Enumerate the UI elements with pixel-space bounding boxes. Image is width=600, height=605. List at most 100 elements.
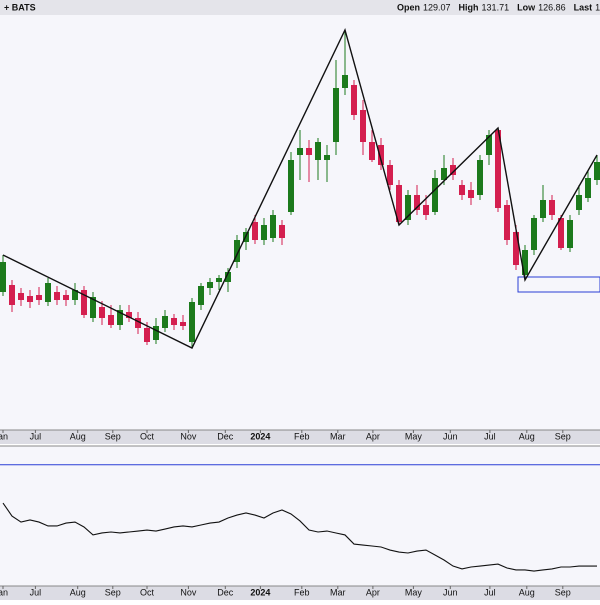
candle-body [54, 292, 60, 300]
candle-body [441, 168, 447, 180]
quote-label: Low [517, 2, 536, 12]
candle-body [297, 148, 303, 155]
candle-body [36, 295, 42, 300]
x-tick-label: Aug [519, 587, 535, 597]
candle-body [90, 297, 96, 318]
candle-body [468, 190, 474, 198]
candle-body [108, 315, 114, 325]
candle-body [45, 283, 51, 302]
x-tick-label: Oct [140, 431, 155, 441]
x-tick-label: Sep [555, 431, 571, 441]
candle-body [522, 250, 528, 275]
candle-body [63, 295, 69, 300]
x-tick-label: an [0, 587, 8, 597]
candle-body [360, 110, 366, 142]
candle-body [486, 135, 492, 155]
candle-body [324, 155, 330, 160]
quote-value: 131.71 [482, 2, 510, 12]
indicator-line [2, 502, 597, 572]
candle-body [9, 285, 15, 305]
x-tick-label: Dec [217, 431, 234, 441]
candle-body [225, 272, 231, 282]
candle-body [99, 307, 105, 318]
x-tick-label: Apr [366, 587, 380, 597]
x-tick-label: Jul [484, 587, 496, 597]
quote-label: High [459, 2, 479, 12]
x-tick-label: an [0, 431, 8, 441]
header-bar [0, 0, 600, 15]
support-zone [517, 276, 600, 293]
candle-body [198, 286, 204, 305]
candle-body [567, 220, 573, 248]
x-tick-label: Mar [330, 587, 346, 597]
candle-body [450, 165, 456, 175]
candle-body [432, 178, 438, 212]
candle-body [342, 75, 348, 88]
x-tick-label: May [405, 587, 423, 597]
candle-body [216, 278, 222, 282]
candle-body [315, 142, 321, 160]
candle-body [585, 178, 591, 198]
x-tick-label: Aug [70, 587, 86, 597]
zigzag-line [2, 28, 598, 349]
x-tick-label: Mar [330, 431, 346, 441]
x-tick-label: Jul [484, 431, 496, 441]
x-tick-label: Sep [105, 587, 121, 597]
x-tick-label: Jul [30, 431, 42, 441]
candle-body [153, 326, 159, 340]
x-tick-label: Nov [180, 431, 197, 441]
candle-body [0, 262, 6, 292]
quote-value: 129.07 [423, 2, 451, 12]
candle-body [162, 316, 168, 328]
candle-body [18, 293, 24, 300]
candle-body [369, 142, 375, 160]
x-tick-label: Dec [217, 587, 234, 597]
candle-body [279, 225, 285, 238]
candle-body [180, 322, 186, 326]
candle-body [234, 240, 240, 262]
x-axis-strip [0, 586, 600, 600]
indicator-panel [0, 446, 600, 586]
price-panel [0, 15, 600, 430]
candle-body [351, 85, 357, 115]
candle-body [126, 312, 132, 318]
candle-body [531, 218, 537, 250]
candle-body [387, 165, 393, 185]
x-tick-label: Oct [140, 587, 155, 597]
x-tick-label: May [405, 431, 423, 441]
candle-body [270, 215, 276, 238]
x-tick-label: 2024 [250, 431, 270, 441]
candle-body [558, 218, 564, 248]
quote-label: Last [574, 2, 593, 12]
x-tick-label: Jul [30, 587, 42, 597]
x-tick-label: Feb [294, 587, 310, 597]
candle-body [27, 296, 33, 302]
x-tick-label: Sep [105, 431, 121, 441]
x-tick-label: Apr [366, 431, 380, 441]
x-tick-label: Sep [555, 587, 571, 597]
x-tick-label: Feb [294, 431, 310, 441]
candle-body [72, 290, 78, 300]
candle-body [549, 200, 555, 215]
candle-body [594, 162, 600, 180]
candle-body [414, 195, 420, 210]
candle-body [135, 318, 141, 328]
candle-body [504, 205, 510, 240]
x-axis-strip [0, 430, 600, 444]
candle-body [81, 290, 87, 315]
candle-body [261, 225, 267, 240]
x-tick-label: Jun [443, 587, 458, 597]
quote-value: 126.86 [538, 2, 566, 12]
quote-value: 128. [595, 2, 600, 12]
candle-body [396, 185, 402, 222]
candle-body [252, 222, 258, 240]
candle-body [306, 148, 312, 155]
x-tick-label: Aug [70, 431, 86, 441]
x-tick-label: Aug [519, 431, 535, 441]
candle-body [144, 328, 150, 342]
candle-body [459, 185, 465, 195]
x-tick-label: Jun [443, 431, 458, 441]
candle-body [171, 318, 177, 325]
